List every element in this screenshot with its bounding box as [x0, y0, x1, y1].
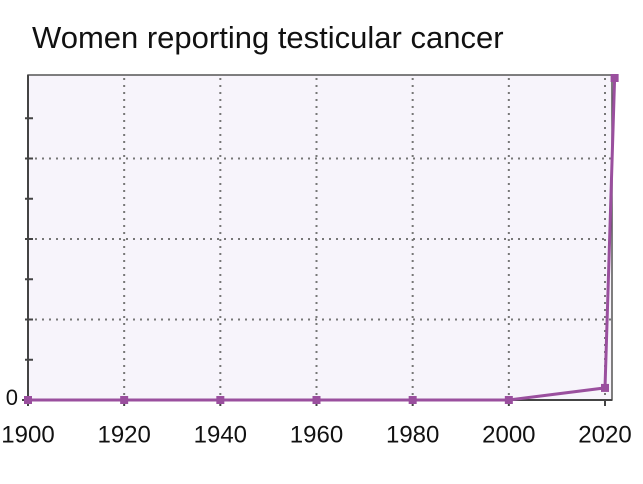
x-tick-label: 1980	[386, 421, 439, 448]
x-tick-label: 1900	[1, 421, 54, 448]
x-tick-label: 1960	[290, 421, 343, 448]
data-point	[216, 396, 225, 404]
y-tick-label: 0	[6, 385, 18, 410]
data-point	[610, 74, 619, 82]
data-point	[120, 396, 129, 404]
x-tick-label: 2020	[578, 421, 631, 448]
data-point	[312, 396, 321, 404]
data-point	[24, 396, 32, 404]
data-point	[601, 383, 609, 392]
data-line	[28, 77, 617, 402]
x-tick-label: 1920	[97, 421, 150, 448]
plot-area	[27, 74, 613, 401]
x-tick-label: 1940	[194, 421, 247, 448]
data-point	[504, 396, 513, 404]
x-tick-label: 2000	[482, 421, 535, 448]
data-point	[408, 396, 417, 404]
chart-title: Women reporting testicular cancer	[32, 20, 504, 55]
